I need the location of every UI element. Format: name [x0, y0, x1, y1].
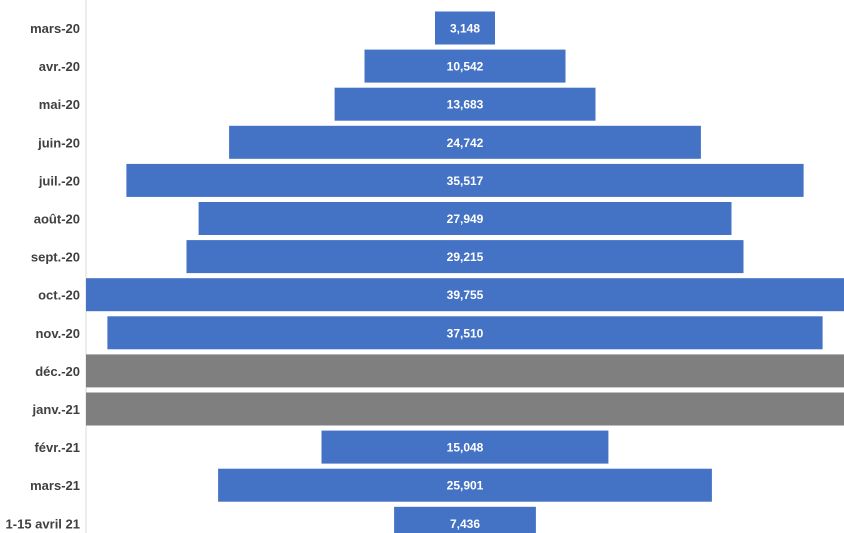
bar-1 — [435, 11, 495, 45]
category-label-3: mai-20 — [39, 97, 80, 112]
data-label-2: 10,542 — [447, 60, 484, 74]
category-label-11: janv.-21 — [32, 402, 80, 417]
category-label-5: juil.-20 — [38, 173, 80, 188]
category-label-1: mars-20 — [30, 21, 80, 36]
category-label-13: mars-21 — [30, 478, 80, 493]
data-label-12: 15,048 — [447, 441, 484, 455]
category-label-14: 1-15 avril 21 — [6, 516, 80, 531]
category-label-4: juin-20 — [37, 135, 80, 150]
category-label-7: sept.-20 — [31, 250, 80, 265]
bar-11 — [86, 392, 844, 426]
category-label-2: avr.-20 — [39, 59, 80, 74]
bar-2 — [364, 49, 566, 83]
data-label-8: 39,755 — [447, 288, 484, 302]
bar-3 — [334, 87, 596, 121]
data-label-3: 13,683 — [447, 98, 484, 112]
bar-5 — [126, 163, 804, 197]
bar-14 — [394, 506, 536, 533]
bar-6 — [198, 202, 732, 235]
data-label-5: 35,517 — [447, 174, 484, 188]
data-label-9: 37,510 — [447, 326, 484, 340]
bar-12 — [321, 430, 609, 464]
data-label-1: 3,148 — [450, 22, 480, 36]
data-label-13: 25,901 — [447, 479, 484, 493]
value-labels-group: 3,148 10,542 13,683 24,742 35,517 27,949 29,21… — [447, 22, 484, 531]
category-label-9: nov.-20 — [35, 326, 80, 341]
category-labels-group: mars-20 avr.-20 mai-20 juin-20 juil.-20 août-… — [6, 21, 80, 531]
bar-13 — [218, 468, 712, 502]
data-label-14: 7,436 — [450, 517, 480, 531]
data-label-4: 24,742 — [447, 136, 484, 150]
data-label-6: 27,949 — [447, 212, 484, 226]
data-label-7: 29,215 — [447, 250, 484, 264]
bar-10 — [86, 354, 844, 388]
bar-8 — [86, 278, 844, 312]
bar-4 — [229, 125, 701, 159]
bar-7 — [186, 240, 744, 274]
category-label-8: oct.-20 — [38, 288, 80, 303]
category-label-6: août-20 — [34, 212, 80, 227]
bar-9 — [107, 316, 823, 350]
category-label-10: déc.-20 — [35, 364, 80, 379]
bars-group — [86, 11, 844, 533]
category-label-12: févr.-21 — [34, 440, 80, 455]
